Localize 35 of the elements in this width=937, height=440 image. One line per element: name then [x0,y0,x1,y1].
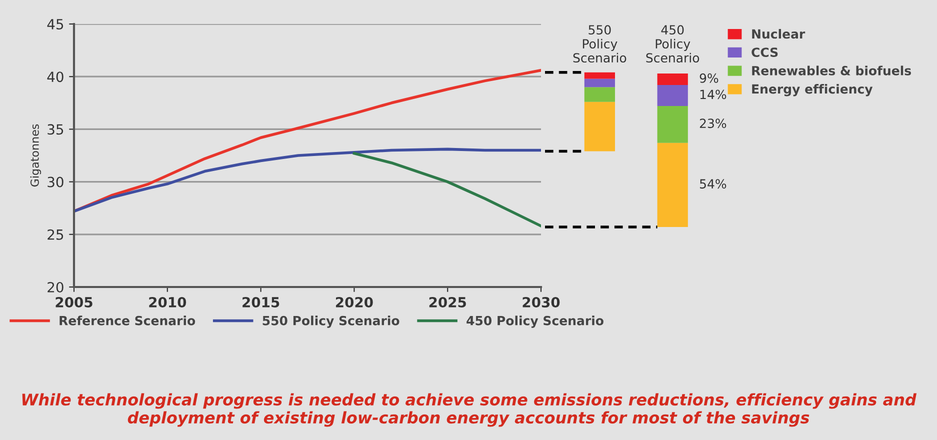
bar [657,85,688,106]
x-tick-label: 2025 [429,296,466,308]
x-tick-label: 2005 [56,296,92,308]
bar [657,106,688,143]
legend-label: CCS [752,48,778,58]
legend-label: Reference Scenario [60,316,196,326]
bar [584,72,615,79]
y-tick-label: 25 [48,229,64,240]
x-tick-label: 2030 [522,296,560,308]
line-series [352,152,541,228]
x-tick-label: 2010 [149,296,186,308]
text: 14% [700,90,726,100]
text: While technological progress is needed to achieve some emissions reductions, efficiency gains and deployment of existing low-carbon energy accounts for most of the savings [22,393,917,427]
text: 23% [700,118,726,128]
x-tick-label: 2015 [242,296,280,308]
bar [584,78,615,88]
y-tick-label: 35 [48,124,64,135]
bar [657,73,688,86]
text: 9% [700,73,718,83]
legend-label: Energy efficiency [752,84,873,96]
y-axis-title: Gigatonnes [30,124,42,187]
y-tick-label: 40 [47,72,64,82]
y-tick-label: 30 [48,176,64,188]
bar [584,87,615,102]
legend-label: Renewables & biofuels [752,66,911,76]
legend-label: 450 Policy Scenario [466,316,604,328]
bar [584,102,615,152]
bar [657,142,688,228]
legend-label: 550 Policy Scenario [262,316,400,328]
y-tick-label: 45 [47,19,64,30]
y-tick-label: 20 [48,282,64,292]
legend-label: Nuclear [752,29,806,39]
text: 54% [700,179,726,189]
x-tick-label: 2020 [336,296,373,308]
line-series [74,148,541,213]
